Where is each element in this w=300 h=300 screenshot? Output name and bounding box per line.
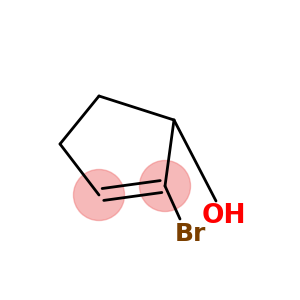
Text: Br: Br xyxy=(175,222,206,246)
Circle shape xyxy=(74,169,124,220)
Circle shape xyxy=(140,160,190,211)
Text: OH: OH xyxy=(201,203,246,229)
